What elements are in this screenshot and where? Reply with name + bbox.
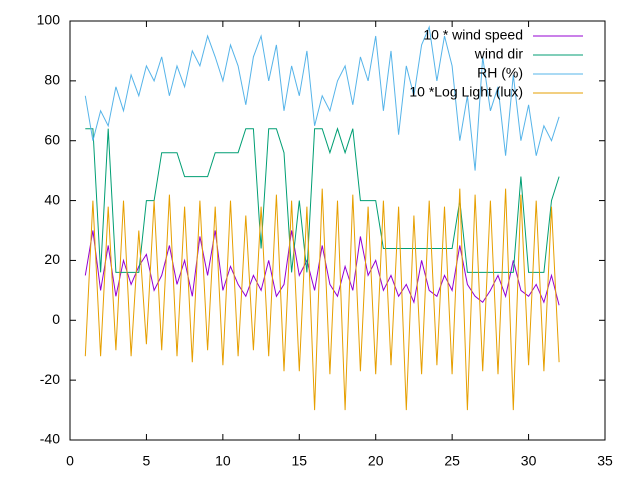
x-tick-label: 20 [368, 453, 384, 469]
y-tick-label: 80 [44, 72, 60, 88]
x-tick-label: 5 [143, 453, 151, 469]
y-tick-label: 20 [44, 251, 60, 267]
series-line [85, 127, 560, 273]
legend-label: 10 * wind speed [423, 27, 523, 43]
y-tick-label: -20 [40, 371, 60, 387]
series-line [84, 25, 560, 171]
x-tick-label: 0 [66, 453, 74, 469]
x-tick-label: 35 [597, 453, 613, 469]
legend-label: RH (%) [477, 65, 523, 81]
x-tick-label: 25 [444, 453, 460, 469]
y-tick-label: -40 [40, 431, 60, 447]
legend-label: 10 *Log Light (lux) [409, 84, 523, 100]
x-tick-label: 10 [215, 453, 231, 469]
x-tick-label: 15 [291, 453, 307, 469]
legend-label: wind dir [474, 46, 524, 62]
plot-frame [69, 20, 606, 441]
y-tick-label: 0 [52, 311, 60, 327]
y-tick-label: 40 [44, 191, 60, 207]
y-tick-label: 100 [37, 12, 61, 28]
x-tick-label: 30 [521, 453, 537, 469]
series-line [84, 188, 560, 411]
y-tick-label: 60 [44, 131, 60, 147]
series-line [84, 230, 560, 306]
